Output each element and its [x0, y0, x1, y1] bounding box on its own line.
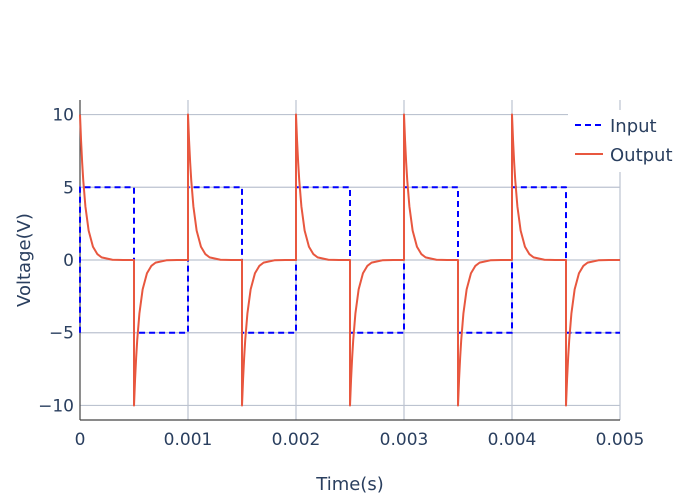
y-tick-label: 0 [63, 251, 74, 271]
x-tick-label: 0.001 [164, 430, 213, 450]
x-axis-title: Time(s) [315, 474, 383, 495]
series-line-output [79, 113, 620, 407]
legend-label-output[interactable]: Output [610, 145, 673, 166]
x-tick-label: 0.003 [380, 430, 429, 450]
legend-label-input[interactable]: Input [610, 116, 657, 137]
y-tick-label: −10 [38, 396, 74, 416]
legend-background [568, 110, 698, 172]
x-tick-label: 0.002 [272, 430, 321, 450]
series-lines [79, 113, 620, 407]
legend[interactable]: Input Output [568, 110, 698, 172]
y-tick-label: −5 [49, 324, 74, 344]
y-tick-label: 5 [63, 178, 74, 198]
y-axis-title: Voltage(V) [14, 213, 35, 307]
y-tick-label: 10 [52, 106, 74, 126]
x-tick-label: 0.005 [596, 430, 645, 450]
x-tick-label: 0 [75, 430, 86, 450]
x-tick-label: 0.004 [488, 430, 537, 450]
